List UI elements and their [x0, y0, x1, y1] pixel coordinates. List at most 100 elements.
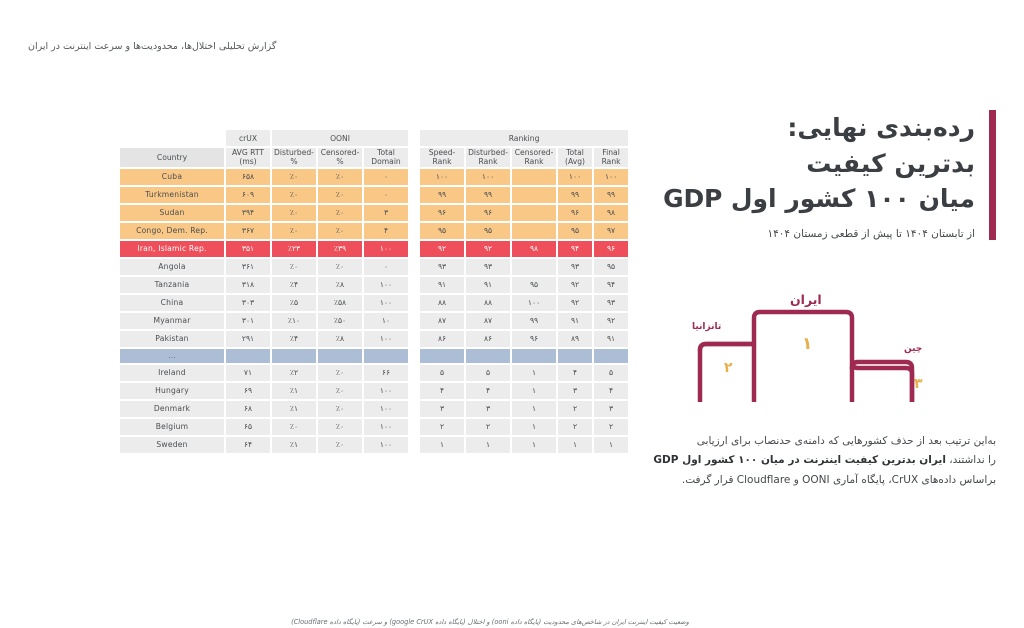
- col-speed-rank: Speed-Rank: [420, 148, 465, 167]
- table-row[interactable]: Iran, Islamic Rep. ۳۵۱ ٪۲۳ ٪۳۹ ۱۰۰ ۹۲ ۹۲ ۹۸ ۹۴ ۹۶: [120, 240, 629, 257]
- gap-cell: [410, 437, 418, 453]
- cell-country: Sudan: [120, 204, 224, 221]
- cell-value: [512, 204, 557, 221]
- col-disturbed-rank: Disturbed-Rank: [466, 148, 511, 167]
- gap-cell: [410, 383, 418, 399]
- ranking-table: crUX OONI Ranking Country AVG RTT (ms) D…: [118, 128, 630, 455]
- cell-value: ۱۰۰: [420, 168, 465, 185]
- cell-value: ۹۶: [558, 204, 593, 221]
- col-censored-pct: Censored-%: [318, 148, 362, 167]
- gap-cell: [410, 169, 418, 185]
- table-row[interactable]: Hungary ۶۹ ٪۱ ٪۰ ۱۰۰ ۴ ۴ ۱ ۳ ۴: [120, 382, 629, 399]
- table-row[interactable]: Sweden ۶۴ ٪۱ ٪۰ ۱۰۰ ۱ ۱ ۱ ۱ ۱: [120, 436, 629, 453]
- table-head: crUX OONI Ranking Country AVG RTT (ms) D…: [120, 130, 629, 167]
- cell-value: ۳۶۷: [226, 222, 270, 239]
- gap-cell: [410, 313, 418, 329]
- table-row[interactable]: Angola ۳۶۱ ٪۰ ٪۰ ۰ ۹۳ ۹۳ ۹۳ ۹۵: [120, 258, 629, 275]
- cell-value: ۳۰۳: [226, 294, 270, 311]
- cell-value: ۹۶: [594, 240, 629, 257]
- gap-cell: [410, 365, 418, 381]
- cell-value: [512, 168, 557, 185]
- col-disturbed-pct: Disturbed-%: [272, 148, 316, 167]
- cell-value: ۱۰۰: [364, 330, 409, 347]
- table-row[interactable]: Denmark ۶۸ ٪۱ ٪۰ ۱۰۰ ۳ ۳ ۱ ۲ ۳: [120, 400, 629, 417]
- cell-value: ۱۰۰: [364, 436, 409, 453]
- cell-value: ۶۵۸: [226, 168, 270, 185]
- cell-value: [466, 348, 511, 363]
- cell-value: [318, 348, 362, 363]
- group-header-row: crUX OONI Ranking: [120, 130, 629, 146]
- cell-value: ۹۱: [558, 312, 593, 329]
- cell-value: ۹۵: [420, 222, 465, 239]
- cell-value: ۱: [420, 436, 465, 453]
- podium-label-first: ایران: [790, 292, 822, 307]
- cell-value: ۳۵۱: [226, 240, 270, 257]
- cell-value: ۹۸: [512, 240, 557, 257]
- cell-country: Iran, Islamic Rep.: [120, 240, 224, 257]
- cell-value: ٪۰: [318, 364, 362, 381]
- cell-value: ۹۱: [466, 276, 511, 293]
- cell-value: ٪۰: [272, 168, 316, 185]
- summary-line-2: را نداشتند، ایران بدترین کیفیت اینترنت د…: [632, 451, 996, 470]
- cell-value: ۱۰۰: [364, 294, 409, 311]
- cell-value: ٪۱: [272, 382, 316, 399]
- cell-value: [512, 258, 557, 275]
- podium-chart: ایران تانزانیا چین ۱ ۲ ۳: [668, 292, 968, 402]
- cell-value: ٪۰: [318, 436, 362, 453]
- cell-value: ٪۰: [318, 204, 362, 221]
- cell-value: ۸۶: [420, 330, 465, 347]
- cell-country: Pakistan: [120, 330, 224, 347]
- cell-value: [226, 348, 270, 363]
- cell-value: ۲: [466, 418, 511, 435]
- cell-value: ۸۶: [466, 330, 511, 347]
- cell-value: ۶۴: [226, 436, 270, 453]
- cell-value: ۱۰۰: [364, 418, 409, 435]
- cell-value: ۱۰۰: [364, 400, 409, 417]
- cell-value: ۹۵: [512, 276, 557, 293]
- cell-value: ٪۱۰: [272, 312, 316, 329]
- cell-value: ۴: [364, 222, 409, 239]
- title-line-2: بدترین کیفیت: [806, 148, 975, 178]
- cell-value: ۹۲: [420, 240, 465, 257]
- cell-value: ۳۶۱: [226, 258, 270, 275]
- table-row[interactable]: Myanmar ۳۰۱ ٪۱۰ ٪۵۰ ۱۰ ۸۷ ۸۷ ۹۹ ۹۱ ۹۲: [120, 312, 629, 329]
- gap-cell: [410, 259, 418, 275]
- table-row[interactable]: China ۳۰۳ ٪۵ ٪۵۸ ۱۰۰ ۸۸ ۸۸ ۱۰۰ ۹۲ ۹۳: [120, 294, 629, 311]
- podium-label-third: چین: [904, 344, 923, 354]
- cell-value: ٪۰: [318, 222, 362, 239]
- podium-rank-third: ۳: [914, 376, 923, 392]
- title-line-1: رده‌بندی نهایی:: [787, 113, 975, 142]
- cell-value: ۰: [364, 258, 409, 275]
- cell-value: ٪۸: [318, 276, 362, 293]
- cell-value: ۹۹: [420, 186, 465, 203]
- table-row[interactable]: Ireland ۷۱ ٪۲ ٪۰ ۶۶ ۵ ۵ ۱ ۴ ۵: [120, 364, 629, 381]
- table-row[interactable]: Sudan ۳۹۴ ٪۰ ٪۰ ۳ ۹۶ ۹۶ ۹۶ ۹۸: [120, 204, 629, 221]
- table-row[interactable]: Tanzania ۳۱۸ ٪۴ ٪۸ ۱۰۰ ۹۱ ۹۱ ۹۵ ۹۲ ۹۴: [120, 276, 629, 293]
- table-row[interactable]: Pakistan ۲۹۱ ٪۴ ٪۸ ۱۰۰ ۸۶ ۸۶ ۹۶ ۸۹ ۹۱: [120, 330, 629, 347]
- cell-value: ۸۷: [466, 312, 511, 329]
- gap-cell: [410, 295, 418, 311]
- cell-value: [512, 186, 557, 203]
- cell-value: ٪۰: [272, 186, 316, 203]
- table-row[interactable]: Belgium ۶۵ ٪۰ ٪۰ ۱۰۰ ۲ ۲ ۱ ۲ ۲: [120, 418, 629, 435]
- cell-value: ۵: [420, 364, 465, 381]
- cell-value: ۹۷: [594, 222, 629, 239]
- cell-value: ۱۰۰: [512, 294, 557, 311]
- cell-value: ۹۶: [466, 204, 511, 221]
- cell-value: ۹۶: [512, 330, 557, 347]
- cell-value: ۱۰: [364, 312, 409, 329]
- cell-value: ٪۰: [272, 418, 316, 435]
- cell-value: ۴: [594, 382, 629, 399]
- cell-value: ٪۰: [272, 222, 316, 239]
- cell-value: ۱: [558, 436, 593, 453]
- cell-value: ۹۱: [594, 330, 629, 347]
- table-row[interactable]: Cuba ۶۵۸ ٪۰ ٪۰ ۰ ۱۰۰ ۱۰۰ ۱۰۰ ۱۰۰: [120, 168, 629, 185]
- poster-root: گزارش تحلیلی اختلال‌ها، محدودیت‌ها و سرع…: [28, 41, 996, 626]
- cell-value: ۲: [594, 418, 629, 435]
- table-row[interactable]: ...: [120, 348, 629, 363]
- cell-value: ۹۴: [594, 276, 629, 293]
- table-row[interactable]: Congo, Dem. Rep. ۳۶۷ ٪۰ ٪۰ ۴ ۹۵ ۹۵ ۹۵ ۹۷: [120, 222, 629, 239]
- cell-value: ۳۰۱: [226, 312, 270, 329]
- gap-cell: [410, 130, 418, 146]
- table-row[interactable]: Turkmenistan ۶۰۹ ٪۰ ٪۰ ۰ ۹۹ ۹۹ ۹۹ ۹۹: [120, 186, 629, 203]
